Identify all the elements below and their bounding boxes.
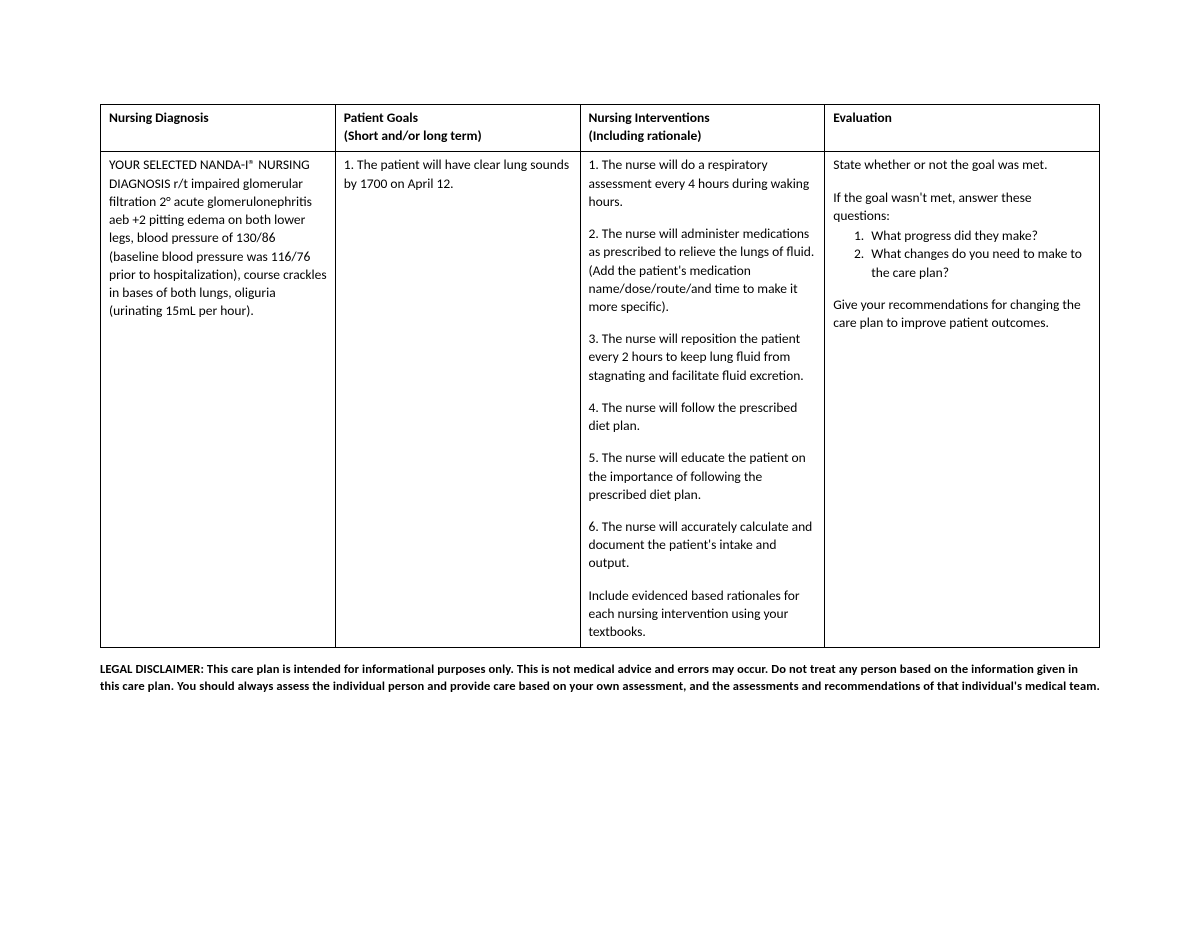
intervention-2: 2. The nurse will administer medications… (589, 225, 817, 316)
eval-q1: What progress did they make? (867, 227, 1091, 245)
intervention-4: 4. The nurse will follow the prescribed … (589, 399, 817, 435)
eval-questions: What progress did they make? What change… (833, 227, 1091, 282)
header-text: Evaluation (833, 109, 892, 126)
col-header-interventions: Nursing Interventions (Including rationa… (580, 105, 825, 152)
col-header-goals: Patient Goals (Short and/or long term) (335, 105, 580, 152)
cell-evaluation: State whether or not the goal was met. I… (825, 152, 1100, 648)
diagnosis-text: YOUR SELECTED NANDA-I® NURSING DIAGNOSIS… (109, 156, 327, 320)
cell-patient-goals: 1. The patient will have clear lung soun… (335, 152, 580, 648)
legal-disclaimer: LEGAL DISCLAIMER: This care plan is inte… (100, 662, 1100, 695)
eval-q2: What changes do you need to make to the … (867, 245, 1091, 281)
intervention-1: 1. The nurse will do a respiratory asses… (589, 156, 817, 211)
intervention-3: 3. The nurse will reposition the patient… (589, 330, 817, 385)
header-text: Patient Goals (344, 109, 418, 126)
table-row: YOUR SELECTED NANDA-I® NURSING DIAGNOSIS… (101, 152, 1100, 648)
care-plan-table: Nursing Diagnosis Patient Goals (Short a… (100, 104, 1100, 648)
eval-line3: Give your recommendations for changing t… (833, 296, 1091, 332)
cell-interventions: 1. The nurse will do a respiratory asses… (580, 152, 825, 648)
header-subtext: (Including rationale) (589, 127, 702, 144)
eval-line1: State whether or not the goal was met. (833, 156, 1091, 174)
goal-text: 1. The patient will have clear lung soun… (344, 156, 572, 192)
table-header-row: Nursing Diagnosis Patient Goals (Short a… (101, 105, 1100, 152)
intervention-5: 5. The nurse will educate the patient on… (589, 449, 817, 504)
intervention-note: Include evidenced based rationales for e… (589, 587, 817, 642)
col-header-evaluation: Evaluation (825, 105, 1100, 152)
eval-line2: If the goal wasn't met, answer these que… (833, 189, 1091, 225)
intervention-6: 6. The nurse will accurately calculate a… (589, 518, 817, 573)
col-header-diagnosis: Nursing Diagnosis (101, 105, 336, 152)
cell-nursing-diagnosis: YOUR SELECTED NANDA-I® NURSING DIAGNOSIS… (101, 152, 336, 648)
header-subtext: (Short and/or long term) (344, 127, 482, 144)
header-text: Nursing Interventions (589, 109, 710, 126)
document-page: Nursing Diagnosis Patient Goals (Short a… (0, 0, 1200, 927)
header-text: Nursing Diagnosis (109, 109, 209, 126)
